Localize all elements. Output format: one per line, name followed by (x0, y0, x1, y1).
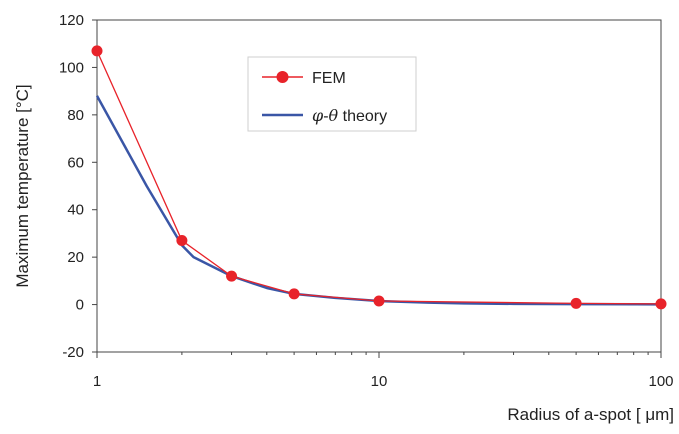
series-layer (91, 45, 667, 310)
y-axis-title: Maximum temperature [°C] (13, 84, 32, 287)
series-fem-point (655, 298, 667, 310)
legend-fem-marker (276, 71, 289, 83)
y-tick-label: 40 (67, 202, 84, 219)
x-axis-title: Radius of a-spot [ μm] (507, 405, 674, 424)
legend: FEM φ-θ theory (247, 56, 417, 132)
series-fem-point (176, 235, 188, 247)
legend-theory-label-phi: φ (312, 106, 324, 125)
y-tick-label: 60 (67, 154, 84, 171)
y-tick-label: 80 (67, 107, 84, 124)
series-fem-point (226, 270, 238, 282)
legend-theory-label-text: theory (338, 108, 387, 125)
x-tick-label: 100 (648, 373, 673, 390)
y-axis: -20 0 20 40 60 80 100 120 (59, 12, 97, 361)
legend-theory-label: φ-θ theory (312, 106, 387, 125)
y-tick-label: 100 (59, 59, 84, 76)
y-tick-label: 20 (67, 249, 84, 266)
legend-theory-label-dash: - (323, 108, 328, 125)
x-tick-label: 1 (93, 373, 101, 390)
legend-box (247, 56, 417, 132)
series-fem-point (91, 45, 103, 57)
series-fem-point (373, 295, 385, 307)
x-tick-label: 10 (371, 373, 388, 390)
legend-fem-label: FEM (312, 70, 346, 87)
y-tick-label: 120 (59, 12, 84, 29)
series-fem-point (288, 288, 300, 300)
legend-theory-label-theta: θ (329, 106, 339, 125)
series-fem-point (570, 297, 582, 309)
y-tick-label: -20 (62, 344, 84, 361)
x-axis: 1 10 100 (93, 352, 674, 390)
y-tick-label: 0 (76, 297, 84, 314)
